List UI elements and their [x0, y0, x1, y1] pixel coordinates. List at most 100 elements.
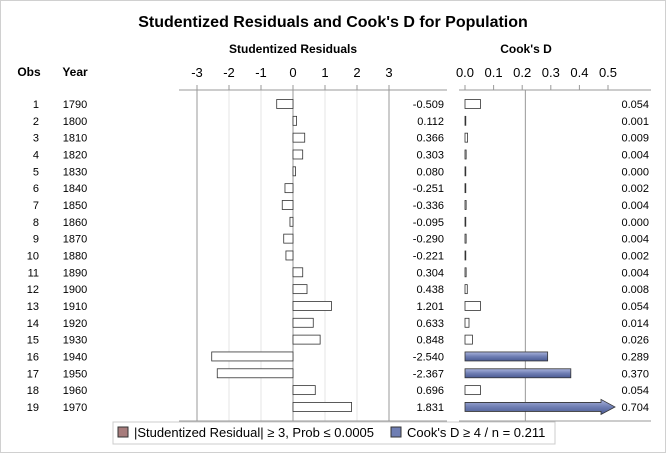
data-label: 0.704: [621, 402, 649, 414]
obs-label: 1: [33, 99, 39, 111]
bar: [464, 233, 467, 244]
legend: |Studentized Residual| ≥ 3, Prob ≤ 0.000…: [112, 421, 556, 445]
bar: [464, 284, 468, 295]
bar: [464, 166, 467, 177]
column-header-obs: Obs: [17, 65, 41, 79]
bar: [292, 317, 314, 328]
tick-label: -1: [255, 65, 267, 80]
bar: [281, 200, 294, 210]
tick-label: -3: [191, 65, 203, 80]
year-label: 1910: [63, 301, 87, 313]
obs-label: 17: [27, 368, 39, 380]
legend-label-cooksd: Cook's D ≥ 4 / n = 0.211: [407, 425, 545, 440]
bar: [292, 334, 321, 345]
data-label: 0.009: [621, 133, 649, 145]
bar: [292, 402, 352, 412]
data-label: 0.054: [621, 301, 649, 313]
panel-title-residuals: Studentized Residuals: [229, 42, 357, 56]
data-label: -2.367: [413, 368, 444, 380]
bar: [464, 250, 467, 261]
tick-label: 0.5: [599, 65, 617, 80]
bar: [464, 216, 467, 227]
data-label: 0.004: [621, 200, 649, 212]
tick-label: 0.3: [542, 65, 560, 80]
bar: [276, 99, 294, 109]
tick-label: 1: [321, 65, 328, 80]
year-label: 1950: [63, 368, 87, 380]
tick-label: 0.1: [485, 65, 503, 80]
tick-label: 2: [353, 65, 360, 80]
year-label: 1810: [63, 133, 87, 145]
data-label: -0.251: [413, 183, 444, 195]
bar: [289, 216, 294, 227]
data-label: 0.014: [621, 318, 649, 330]
bar: [292, 284, 308, 295]
year-label: 1870: [63, 234, 87, 246]
data-label: 1.201: [416, 301, 444, 313]
bar: [464, 368, 572, 379]
bar: [292, 115, 297, 126]
obs-label: 10: [27, 250, 39, 262]
bar: [464, 200, 467, 210]
obs-label: 6: [33, 183, 39, 195]
data-label: 0.000: [621, 166, 649, 178]
bar: [464, 99, 481, 109]
obs-label: 7: [33, 200, 39, 212]
year-label: 1800: [63, 116, 87, 128]
legend-swatch-residual: [117, 426, 129, 438]
obs-label: 4: [33, 149, 39, 161]
year-label: 1920: [63, 318, 87, 330]
obs-label: 11: [28, 267, 39, 279]
data-label: 0.633: [416, 318, 444, 330]
data-label: 0.304: [416, 267, 444, 279]
obs-label: 3: [33, 133, 39, 145]
data-label: -0.336: [413, 200, 444, 212]
year-label: 1850: [63, 200, 87, 212]
data-label: 0.438: [416, 284, 444, 296]
data-label: 0.004: [621, 234, 649, 246]
data-label: 0.054: [621, 99, 649, 111]
data-label: 0.080: [416, 166, 444, 178]
data-label: 0.026: [621, 335, 649, 347]
bar: [216, 368, 294, 379]
obs-label: 16: [27, 351, 39, 363]
obs-label: 15: [27, 335, 39, 347]
year-label: 1840: [63, 183, 87, 195]
year-label: 1960: [63, 385, 87, 397]
year-label: 1930: [63, 335, 87, 347]
obs-label: 12: [27, 284, 39, 296]
bar: [464, 149, 467, 160]
bar: [211, 351, 294, 362]
data-label: 0.002: [621, 183, 649, 195]
tick-label: 0: [289, 65, 296, 80]
bar: [464, 385, 481, 396]
bar: [464, 301, 481, 311]
data-label: -0.221: [413, 250, 444, 262]
data-label: 0.112: [417, 116, 444, 128]
year-label: 1940: [63, 351, 87, 363]
bar: [292, 166, 296, 177]
data-label: 0.004: [621, 267, 649, 279]
bar: [285, 250, 294, 261]
data-label: 0.004: [621, 149, 649, 161]
legend-label-residual: |Studentized Residual| ≥ 3, Prob ≤ 0.000…: [134, 425, 374, 440]
bar: [464, 351, 549, 362]
data-label: 0.001: [621, 116, 649, 128]
data-label: 0.000: [621, 217, 649, 229]
bar: [464, 267, 467, 278]
year-label: 1830: [63, 166, 87, 178]
data-label: 0.303: [416, 149, 444, 161]
bar: [292, 301, 332, 311]
data-label: 1.831: [416, 402, 444, 414]
bar: [283, 233, 294, 244]
bar: [464, 115, 467, 126]
year-label: 1890: [63, 267, 87, 279]
obs-label: 9: [33, 234, 39, 246]
data-label: 0.002: [621, 250, 649, 262]
data-label: 0.054: [621, 385, 649, 397]
data-label: 0.366: [416, 133, 444, 145]
year-label: 1970: [63, 402, 87, 414]
bar: [292, 267, 304, 278]
year-label: 1860: [63, 217, 87, 229]
